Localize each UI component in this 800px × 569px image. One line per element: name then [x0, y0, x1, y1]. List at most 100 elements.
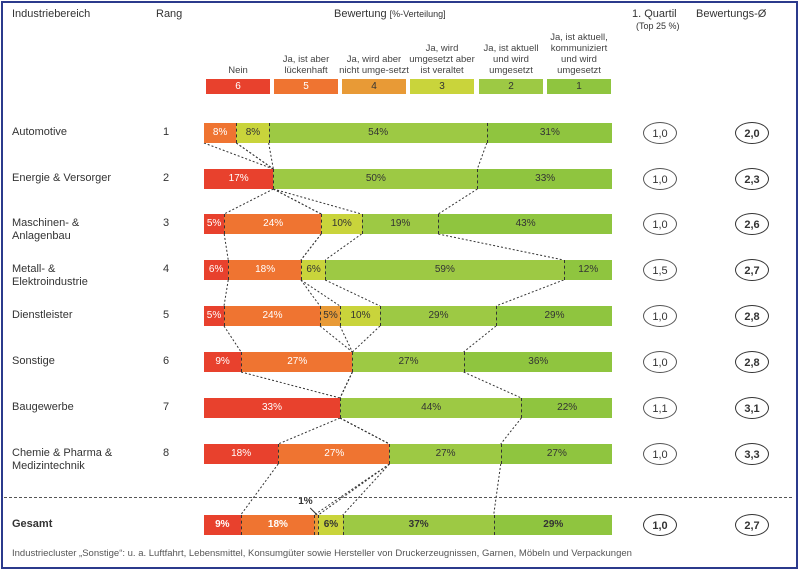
average-value: 2,8	[735, 305, 769, 327]
legend-score-box-3: 3	[410, 79, 474, 94]
bar-segment-score-6: 9%	[204, 515, 241, 535]
row-label: Gesamt	[12, 518, 53, 530]
row-rank: 6	[162, 355, 170, 367]
bar-segment-score-4	[314, 515, 319, 535]
legend-label-1: Ja, ist aktuell, kommuniziert und wird u…	[550, 32, 608, 76]
bar-segment-score-5: 27%	[241, 352, 353, 372]
connector-line	[313, 463, 390, 516]
quartile-value: 1,5	[643, 259, 677, 281]
bar-segment-score-5: 18%	[228, 260, 301, 280]
legend-score-box-5: 5	[274, 79, 338, 94]
header-rating: Bewertung [%-Verteilung]	[334, 8, 446, 20]
row-label: Baugewerbe	[12, 401, 74, 413]
header-avg: Bewertungs-Ø	[696, 8, 767, 20]
stacked-bar: 9% 27% 27% 36%	[204, 352, 612, 372]
header-quartile: 1. Quartil	[632, 8, 677, 20]
row-label: Dienstleister	[12, 309, 73, 321]
legend-label-2: Ja, ist aktuell und wird umgesetzt	[483, 43, 539, 76]
bar-segment-score-1: 43%	[438, 214, 612, 234]
bar-segment-score-2: 54%	[268, 123, 487, 143]
legend-score-box-4: 4	[342, 79, 406, 94]
connector-line	[324, 233, 362, 261]
legend-score-box-6: 6	[206, 79, 270, 94]
connector-line	[236, 142, 274, 170]
connector-line	[352, 325, 381, 353]
row-label: Energie & Versorger	[12, 172, 112, 184]
row-label: Metall- & Elektroindustrie	[12, 263, 88, 288]
legend-label-4: Ja, wird aber nicht umge-setzt	[339, 54, 409, 76]
connector-line	[240, 463, 279, 516]
connector-line	[463, 371, 522, 399]
connector-line	[500, 417, 522, 445]
legend-score-box-2: 2	[479, 79, 543, 94]
connector-line	[324, 279, 381, 307]
stacked-bar: 5% 24% 10% 19% 43%	[204, 214, 612, 234]
stacked-bar: 5% 24% 5% 10% 29% 29%	[204, 306, 612, 326]
bar-segment-score-5: 8%	[204, 123, 237, 143]
total-outside-label: 1%	[298, 496, 313, 507]
connector-line	[495, 279, 564, 307]
bar-segment-score-1: 27%	[500, 444, 612, 464]
bar-segment-score-5: 18%	[240, 515, 315, 535]
bar-segment-score-5: 24%	[224, 214, 322, 234]
connector-line	[223, 188, 274, 215]
stacked-bar: 9% 18% 6% 37% 29%	[204, 515, 612, 535]
bar-segment-score-1: 31%	[486, 123, 612, 143]
header-industry: Industriebereich	[12, 8, 91, 20]
footnote: Industriecluster „Sonstige“: u. a. Luftf…	[12, 548, 632, 559]
bar-segment-score-3: 6%	[300, 260, 326, 280]
stacked-bar: 17% 50% 33%	[204, 169, 612, 189]
bar-segment-score-1: 36%	[463, 352, 612, 372]
average-value: 2,7	[735, 514, 769, 536]
bar-segment-score-1: 29%	[496, 306, 612, 326]
bar-segment-score-2: 29%	[380, 306, 496, 326]
header-rating-label: Bewertung	[334, 8, 387, 20]
header-rank: Rang	[156, 8, 183, 20]
connector-line	[319, 325, 353, 353]
bar-segment-score-6: 18%	[204, 444, 279, 464]
connector-line	[236, 142, 274, 170]
connector-line	[203, 142, 274, 170]
bar-segment-score-3: 8%	[236, 123, 269, 143]
row-rank: 8	[162, 447, 170, 459]
stacked-bar: 33% 44% 22%	[204, 398, 612, 418]
connector-line	[300, 233, 322, 261]
quartile-value: 1,0	[643, 514, 677, 536]
connector-line	[339, 417, 390, 445]
connector-line	[339, 371, 353, 399]
bar-segment-score-6: 9%	[204, 352, 242, 372]
connector-line	[277, 417, 341, 445]
row-rank: 3	[162, 217, 170, 229]
bar-segment-score-2: 19%	[361, 214, 439, 234]
connector-line	[300, 279, 321, 307]
bar-segment-score-2: 44%	[340, 398, 522, 418]
row-label: Chemie & Pharma & Medizintechnik	[12, 447, 113, 472]
row-rank: 5	[162, 309, 170, 321]
row-label: Maschinen- & Anlagenbau	[12, 217, 80, 242]
bar-segment-score-2: 27%	[389, 444, 501, 464]
connector-line	[223, 233, 229, 261]
quartile-value: 1,0	[643, 305, 677, 327]
bar-segment-score-1: 29%	[493, 515, 612, 535]
quartile-value: 1,0	[643, 213, 677, 235]
bar-segment-score-6: 17%	[204, 169, 274, 189]
bar-segment-score-2: 59%	[325, 260, 564, 280]
total-separator	[4, 497, 792, 498]
quartile-value: 1,0	[643, 351, 677, 373]
bar-segment-score-5: 24%	[224, 306, 320, 326]
row-label: Sonstige	[12, 355, 55, 367]
bar-segment-score-5: 27%	[278, 444, 390, 464]
connector-line	[438, 233, 564, 261]
connector-line	[317, 463, 390, 516]
connector-line	[273, 188, 322, 215]
bar-segment-score-6: 33%	[204, 398, 340, 418]
stacked-bar: 18% 27% 27% 27%	[204, 444, 612, 464]
bar-segment-score-3: 6%	[318, 515, 343, 535]
connector-line	[339, 325, 353, 353]
bar-segment-score-4: 5%	[320, 306, 340, 326]
legend-label-5: Ja, ist aber lückenhaft	[282, 54, 330, 76]
average-value: 2,8	[735, 351, 769, 373]
row-rank: 7	[162, 401, 170, 413]
quartile-value: 1,1	[643, 397, 677, 419]
